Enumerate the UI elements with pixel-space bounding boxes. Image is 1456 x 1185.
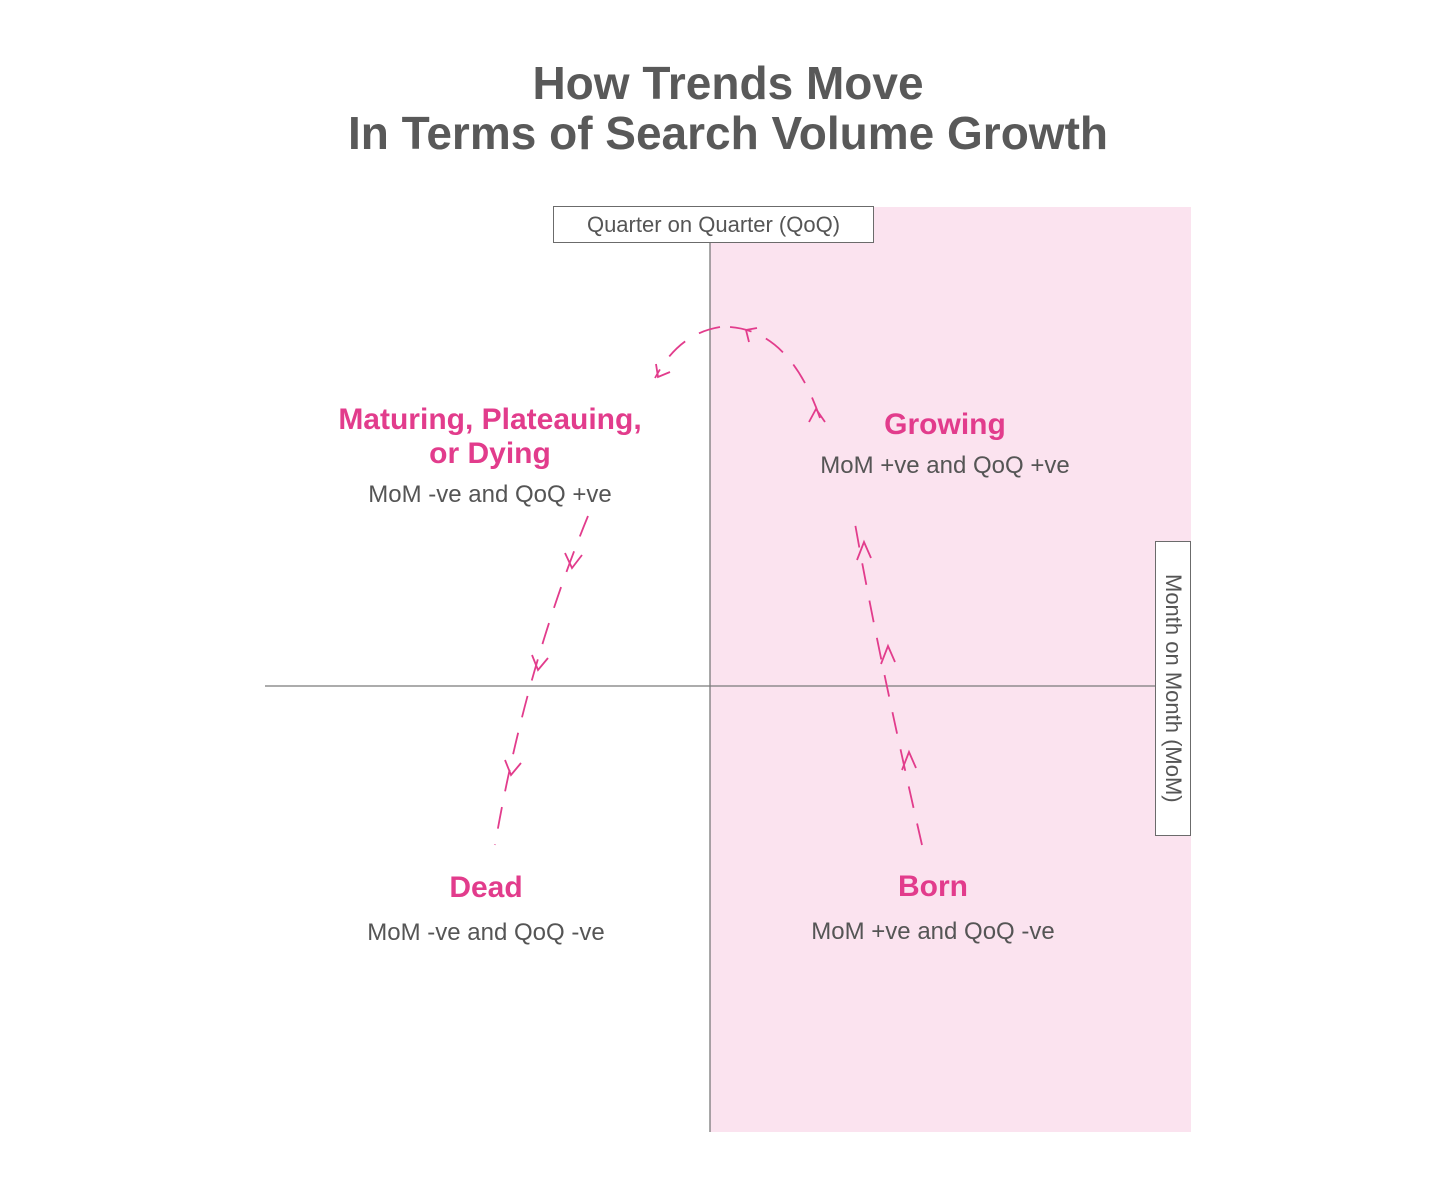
title-line-1: How Trends Move [532,57,924,109]
arrow-down-icon [504,759,522,777]
diagram-title: How Trends Move In Terms of Search Volum… [0,58,1456,158]
qoq-axis-label: Quarter on Quarter (QoQ) [553,206,874,243]
mom-axis-label-text: Month on Month (MoM) [1161,574,1186,803]
mom-axis-label: Month on Month (MoM) [1155,541,1191,836]
trend-path-maturing-to-dead [494,515,589,846]
quadrant-maturing-name-line-1: Maturing, Plateauing, [338,403,642,436]
arrow-down-icon [655,363,671,379]
quadrant-born: Born MoM +ve and QoQ -ve [770,870,1096,946]
trend-path [494,326,923,846]
quadrant-growing-description: MoM +ve and QoQ +ve [820,452,1070,479]
quadrant-dead-name: Dead [449,871,523,904]
quadrant-maturing-description: MoM -ve and QoQ +ve [368,481,612,508]
quadrant-dead: Dead MoM -ve and QoQ -ve [300,871,672,947]
quadrant-maturing-name-line-2: or Dying [429,437,551,470]
arrow-left-icon [744,327,758,343]
arrow-up-icon [880,643,896,665]
arrow-up-icon [901,749,917,771]
qoq-axis-label-text: Quarter on Quarter (QoQ) [586,211,841,237]
quadrant-maturing-name: Maturing, Plateauing, or Dying [300,403,680,471]
quadrant-growing-name: Growing [884,408,1006,441]
positive-mom-region [710,207,1191,1132]
trend-arrows [504,327,917,777]
quadrant-dead-description: MoM -ve and QoQ -ve [367,919,605,946]
title-line-2: In Terms of Search Volume Growth [348,107,1108,159]
trend-path-growing-to-peak [729,326,821,419]
trend-path-born-to-growing [852,511,923,846]
trend-path-peak-to-maturing [654,326,721,379]
quadrant-growing: Growing MoM +ve and QoQ +ve [770,408,1120,480]
arrow-up-icon [808,407,826,423]
arrow-up-icon [856,539,872,561]
arrow-down-icon [531,654,549,672]
quadrant-born-description: MoM +ve and QoQ -ve [811,918,1055,945]
arrow-down-icon [564,552,583,570]
quadrant-maturing: Maturing, Plateauing, or Dying MoM -ve a… [300,403,680,509]
quadrant-born-name: Born [898,870,968,903]
